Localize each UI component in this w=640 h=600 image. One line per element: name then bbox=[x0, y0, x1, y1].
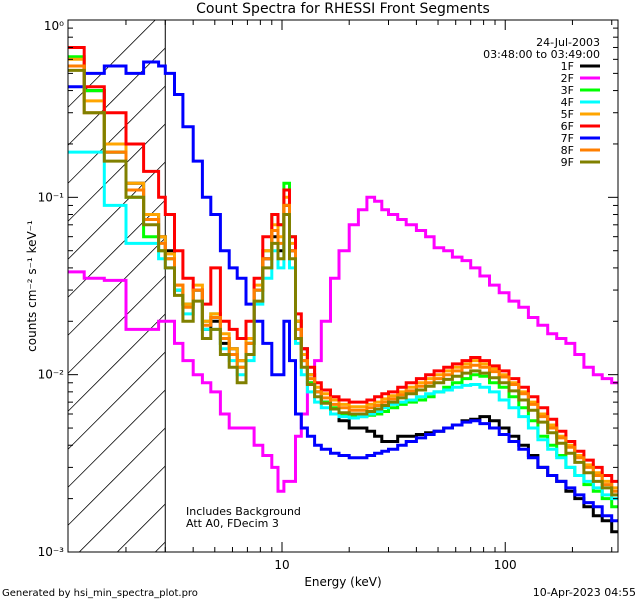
series-line-1F bbox=[68, 64, 618, 534]
legend-label-5F: 5F bbox=[561, 108, 574, 121]
x-axis-label: Energy (keV) bbox=[304, 575, 381, 589]
chart-title: Count Spectra for RHESSI Front Segments bbox=[196, 1, 490, 17]
hatch-line bbox=[68, 47, 166, 146]
legend-time-range: 03:48:00 to 03:49:00 bbox=[483, 48, 600, 61]
legend-label-7F: 7F bbox=[561, 132, 574, 145]
hatch-line bbox=[68, 161, 166, 260]
series-layer bbox=[68, 46, 618, 534]
y-tick-label-0.1: 10⁻¹ bbox=[38, 190, 65, 204]
plot-frame bbox=[67, 19, 619, 553]
hatch-line bbox=[154, 541, 166, 552]
hatch-line bbox=[68, 123, 166, 222]
axis-ticks bbox=[68, 19, 618, 553]
legend-label-2F: 2F bbox=[561, 72, 574, 85]
y-tick-label-0.001: 10⁻³ bbox=[38, 545, 65, 559]
x-tick-label-100: 100 bbox=[494, 558, 517, 572]
series-line-9F bbox=[68, 68, 618, 497]
hatch-line bbox=[68, 237, 166, 336]
hatch-line bbox=[68, 275, 166, 374]
legend-label-9F: 9F bbox=[561, 156, 574, 169]
shaded-region bbox=[68, 20, 166, 552]
y-axis-label: counts cm⁻² s⁻¹ keV⁻¹ bbox=[25, 220, 39, 352]
y-tick-label-1: 10⁰ bbox=[44, 19, 64, 33]
annotation-background: Includes Background bbox=[186, 505, 301, 518]
hatch-line bbox=[116, 503, 166, 552]
legend-date: 24-Jul-2003 bbox=[536, 36, 600, 49]
hatch-line bbox=[68, 199, 166, 298]
legend-label-1F: 1F bbox=[561, 60, 574, 73]
footer-timestamp: 10-Apr-2023 04:55 bbox=[533, 586, 636, 599]
series-line-7F bbox=[68, 60, 618, 523]
hatch-line bbox=[68, 427, 166, 526]
legend-label-8F: 8F bbox=[561, 144, 574, 157]
annotation-attenuator: Att A0, FDecim 3 bbox=[186, 517, 279, 530]
series-line-4F bbox=[68, 150, 618, 501]
legend-label-3F: 3F bbox=[561, 84, 574, 97]
hatch-line bbox=[68, 85, 166, 184]
legend-label-4F: 4F bbox=[561, 96, 574, 109]
y-tick-label-0.01: 10⁻² bbox=[38, 368, 65, 382]
series-line-2F bbox=[68, 195, 618, 493]
hatch-line bbox=[78, 465, 166, 552]
hatch-line bbox=[68, 389, 166, 488]
hatch-line bbox=[68, 351, 166, 450]
footer-generated-by: Generated by hsi_min_spectra_plot.pro bbox=[2, 588, 198, 599]
hatch-line bbox=[68, 20, 156, 108]
legend-label-6F: 6F bbox=[561, 120, 574, 133]
series-line-5F bbox=[68, 57, 618, 490]
series-line-3F bbox=[68, 55, 618, 509]
x-tick-label-10: 10 bbox=[274, 558, 289, 572]
